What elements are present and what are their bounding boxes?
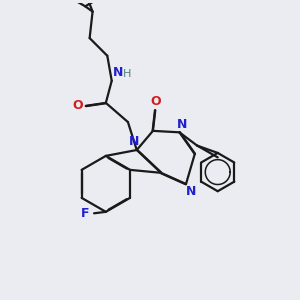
Text: N: N	[113, 66, 124, 79]
Text: O: O	[72, 99, 83, 112]
Text: H: H	[123, 69, 131, 79]
Text: N: N	[177, 118, 188, 130]
Text: N: N	[186, 185, 196, 198]
Text: N: N	[129, 135, 140, 148]
Text: O: O	[150, 95, 160, 108]
Text: F: F	[81, 207, 90, 220]
